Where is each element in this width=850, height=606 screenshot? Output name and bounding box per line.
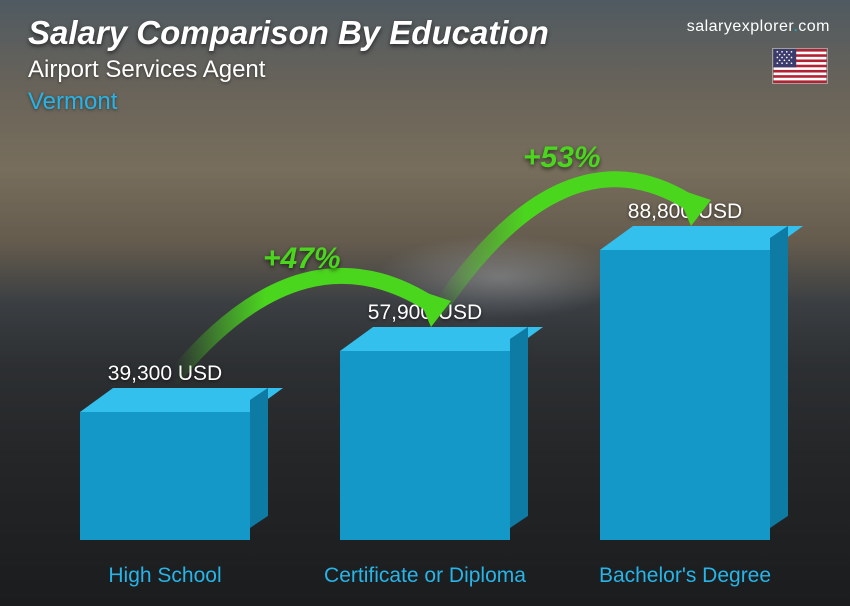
brand-main: salaryexplorer [687,18,794,35]
bar [340,351,510,540]
bar-value-label: 88,800 USD [585,200,785,224]
bar-category-label: High School [55,564,275,588]
bar-front [600,250,770,540]
bar-category-label: Bachelor's Degree [575,564,795,588]
brand-watermark: salaryexplorer.com [687,18,830,36]
job-title: Airport Services Agent [28,56,549,84]
bar-group: 57,900 USDCertificate or Diploma [340,351,510,540]
location-label: Vermont [28,88,549,116]
bar [80,412,250,540]
bar-front [340,351,510,540]
bar-side [770,226,788,528]
bar-value-label: 39,300 USD [65,362,265,386]
header: Salary Comparison By Education Airport S… [28,14,549,116]
bar-group: 88,800 USDBachelor's Degree [600,250,770,540]
bar-side [250,388,268,528]
flag-usa-icon [772,48,828,84]
page-title: Salary Comparison By Education [28,14,549,52]
brand-tld: com [798,18,830,35]
increase-percentage-label: +53% [523,141,601,175]
bar-front [80,412,250,540]
bar-side [510,327,528,528]
increase-percentage-label: +47% [263,242,341,276]
bar-category-label: Certificate or Diploma [315,564,535,588]
bar-chart: 39,300 USDHigh School57,900 USDCertifica… [40,140,790,588]
bar [600,250,770,540]
bar-value-label: 57,900 USD [325,301,525,325]
bar-group: 39,300 USDHigh School [80,412,250,540]
